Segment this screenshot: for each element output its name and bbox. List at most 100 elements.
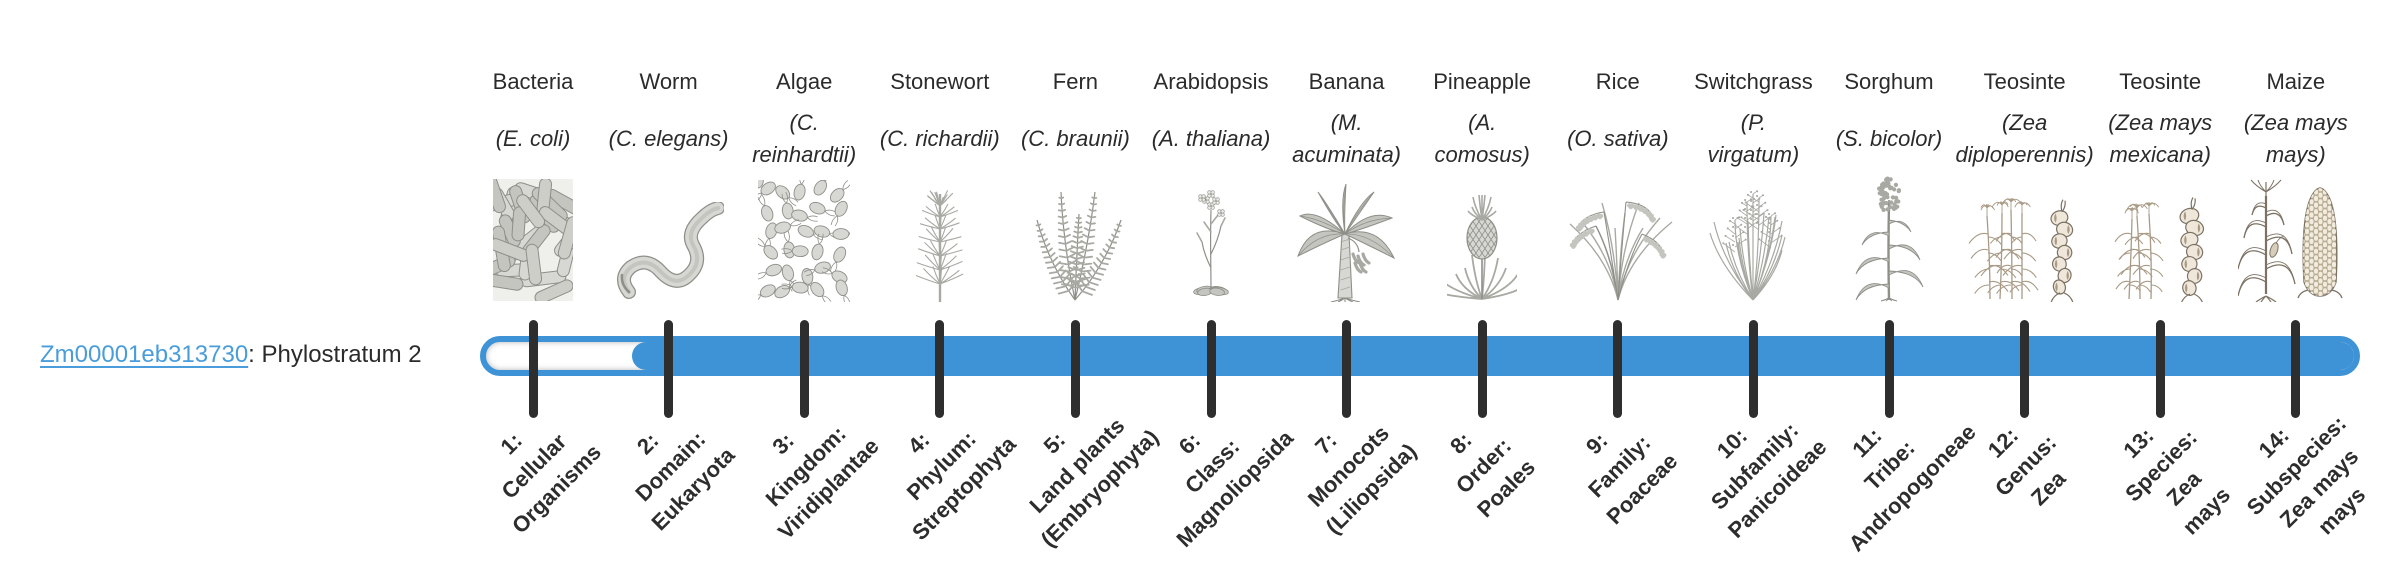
phylostratum-tick-label: 1: Cellular Organisms — [495, 427, 607, 538]
taxon-common-name: Worm — [639, 69, 698, 94]
taxon-icon-shape — [1037, 192, 1122, 300]
taxon-illustration — [1550, 172, 1686, 302]
taxon-scientific-name-text: (Zea mays mexicana) — [2108, 110, 2213, 167]
taxon-icon-shape — [916, 190, 963, 302]
taxon-illustration — [1143, 172, 1279, 302]
phylostratum-tick-label: 4: Phylum: Streptophyta — [901, 426, 1021, 546]
phylostratum-bar-fill — [632, 342, 2354, 370]
phylostratum-tick-label: 9: Family: Poaceae — [1580, 427, 1683, 529]
taxon-common-name: Teosinte — [2119, 69, 2202, 94]
phylostratum-tick — [935, 320, 945, 418]
taxon-common-name: Sorghum — [1844, 69, 1934, 94]
taxon-common-name: Banana — [1308, 69, 1385, 94]
taxon-common-name: Arabidopsis — [1153, 69, 1269, 94]
sorghum-icon — [1853, 170, 1925, 302]
taxon-scientific-name-text: (E. coli) — [495, 126, 571, 151]
taxon-scientific-name-text: (C. elegans) — [608, 126, 729, 151]
taxon-scientific-name-text: (P. virgatum) — [1707, 110, 1800, 167]
taxon-icon-shape — [1193, 191, 1229, 297]
phylostratum-tick — [1342, 320, 1352, 418]
banana-icon — [1288, 178, 1406, 302]
taxon-common-name: Stonewort — [890, 69, 990, 94]
taxon-illustration — [601, 172, 737, 302]
taxon-icon-shape — [2238, 180, 2342, 302]
phylostratum-tick — [528, 320, 538, 418]
taxon-common-name: Switchgrass — [1694, 69, 1813, 94]
switchgrass-icon — [1701, 172, 1805, 302]
phylostratum-tick — [1884, 320, 1894, 418]
arabidopsis-icon — [1178, 180, 1244, 302]
taxon-scientific-name: (A. thaliana) — [1152, 100, 1271, 178]
taxon-common-name: Bacteria — [492, 69, 574, 94]
taxon-illustration — [465, 172, 601, 302]
taxon-illustration — [1007, 172, 1143, 302]
taxon-scientific-name-text: (Zea diploperennis) — [1955, 110, 2094, 167]
taxon-scientific-name: (P. virgatum) — [1708, 100, 1800, 178]
algae-icon — [758, 180, 850, 302]
phylostratum-tick — [1613, 320, 1623, 418]
taxon-scientific-name-text: (C. richardii) — [879, 126, 1000, 151]
stonewort-icon — [912, 178, 968, 302]
taxon-column: Pineapple (A. comosus) 8: Order: Poales — [1414, 0, 1550, 580]
taxon-illustration — [1821, 172, 1957, 302]
taxon-column: Teosinte (Zea diploperennis) 12: Genus: … — [1955, 0, 2094, 580]
taxon-scientific-name: (O. sativa) — [1567, 100, 1668, 178]
taxon-scientific-name-text: (O. sativa) — [1567, 126, 1669, 151]
bacteria-icon — [492, 178, 574, 302]
taxon-column: Fern (C. braunii) 5: Land plants (Embryo… — [1007, 0, 1163, 580]
phylostratum-tick-label: 5: Land plants (Embryophyta) — [1024, 413, 1164, 553]
phylostratum-tick-label: 7: Monocots (Liliopsida) — [1302, 420, 1422, 539]
gene-link[interactable]: Zm00001eb313730 — [40, 341, 249, 368]
phylostratum-tick — [1070, 320, 1080, 418]
teosinte-diplo-icon — [1966, 178, 2084, 302]
taxon-illustration — [2092, 172, 2228, 302]
taxon-illustration — [1957, 172, 2093, 302]
gene-legend: Zm00001eb313730: Phylostratum 2 — [40, 341, 422, 369]
pineapple-icon — [1447, 178, 1517, 302]
taxon-column: Bacteria (E. coli) 1: Cellular Organisms — [465, 0, 606, 580]
taxon-common-name: Teosinte — [1983, 69, 2066, 94]
phylostratum-tick-label: 3: Kingdom: Viridiplantae — [760, 420, 884, 544]
taxon-illustration — [1685, 172, 1821, 302]
taxon-scientific-name-text: (C. braunii) — [1020, 126, 1130, 151]
taxon-scientific-name: (C. elegans) — [609, 100, 729, 178]
phylostratum-tick — [2020, 320, 2030, 418]
taxon-illustration — [1279, 172, 1415, 302]
taxon-icon-shape — [621, 208, 717, 292]
taxon-icon-shape — [1856, 179, 1923, 301]
legend-separator: : — [248, 341, 262, 368]
taxon-icon-shape — [1570, 202, 1672, 300]
phylostratum-tick-label: 12: Genus: Zea — [1983, 422, 2071, 511]
taxon-icon-shape — [1969, 198, 2074, 302]
phylostratum-tick — [2291, 320, 2301, 418]
taxon-column: Rice (O. sativa) 9: Family: Poaceae — [1550, 0, 1686, 580]
phylostratum-tick-label: 10: Subfamily: Panicoideae — [1706, 417, 1832, 543]
taxon-column: Maize (Zea mays mays) 14: Subspecies: Ze… — [2228, 0, 2371, 580]
phylostratum-tick-label: 2: Domain: Eukaryota — [630, 425, 740, 535]
taxon-column: Sorghum (S. bicolor) 11: Tribe: Andropog… — [1821, 0, 1981, 580]
taxon-scientific-name-text: (A. comosus) — [1434, 110, 1530, 167]
taxon-column: Stonewort (C. richardii) 4: Phylum: Stre… — [872, 0, 1020, 580]
taxon-common-name: Maize — [2266, 69, 2326, 94]
taxon-scientific-name-text: (S. bicolor) — [1835, 126, 1943, 151]
taxon-icon-shape — [492, 178, 574, 302]
taxon-common-name: Pineapple — [1433, 69, 1532, 94]
phylostratum-tick — [799, 320, 809, 418]
phylostratum-bar-track — [480, 336, 2360, 376]
worm-icon — [614, 202, 724, 302]
phylostratum-label: : Phylostratum 2 — [248, 341, 421, 368]
legend-phylostratum-text: Phylostratum 2 — [261, 341, 422, 368]
taxon-scientific-name: (C. reinhardtii) — [752, 100, 856, 178]
fern-icon — [1021, 184, 1129, 302]
taxon-scientific-name: (E. coli) — [496, 100, 571, 178]
taxon-icon-shape — [1710, 191, 1785, 300]
taxon-column: Banana (M. acuminata) 7: Monocots (Lilio… — [1279, 0, 1421, 580]
taxon-icon-shape — [2115, 197, 2205, 302]
taxon-icon-shape — [1447, 195, 1517, 299]
phylostratum-tick-label: 14: Subspecies: Zea mays mays — [2242, 410, 2371, 540]
rice-icon — [1562, 178, 1674, 302]
taxon-scientific-name: (C. braunii) — [1021, 100, 1130, 178]
taxon-scientific-name-text: (Zea mays mays) — [2243, 110, 2348, 167]
maize-icon — [2238, 172, 2354, 302]
